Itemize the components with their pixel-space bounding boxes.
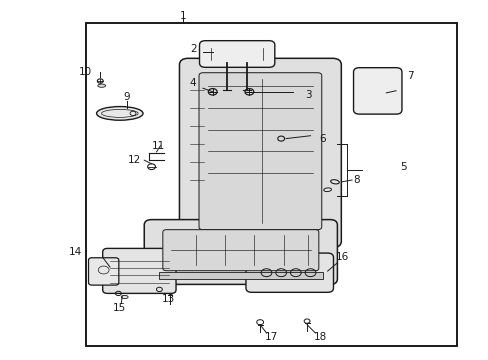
Text: 3: 3 — [304, 90, 311, 100]
FancyBboxPatch shape — [179, 58, 341, 248]
Ellipse shape — [323, 188, 331, 192]
Text: 18: 18 — [313, 332, 326, 342]
Ellipse shape — [330, 180, 339, 184]
FancyBboxPatch shape — [88, 258, 119, 285]
Text: 12: 12 — [127, 155, 141, 165]
FancyBboxPatch shape — [163, 230, 318, 271]
Ellipse shape — [96, 107, 142, 120]
FancyBboxPatch shape — [144, 220, 337, 284]
FancyBboxPatch shape — [245, 253, 333, 292]
Text: 16: 16 — [335, 252, 348, 262]
Text: 7: 7 — [407, 71, 413, 81]
FancyBboxPatch shape — [102, 248, 176, 293]
FancyBboxPatch shape — [199, 73, 321, 230]
Bar — [85, 23, 456, 346]
Text: 15: 15 — [113, 303, 126, 313]
Text: 1: 1 — [180, 11, 186, 21]
FancyBboxPatch shape — [199, 41, 274, 67]
Text: 2: 2 — [189, 44, 196, 54]
Text: 4: 4 — [189, 78, 196, 88]
Text: 17: 17 — [264, 332, 278, 342]
Bar — [159, 272, 322, 279]
Text: 8: 8 — [353, 175, 360, 185]
Text: 14: 14 — [69, 247, 82, 257]
Text: 9: 9 — [123, 92, 130, 102]
Ellipse shape — [98, 84, 105, 87]
FancyBboxPatch shape — [353, 68, 401, 114]
Text: 13: 13 — [162, 294, 175, 304]
Text: 5: 5 — [399, 162, 406, 172]
Ellipse shape — [121, 295, 128, 299]
Text: 11: 11 — [152, 141, 165, 151]
Text: 10: 10 — [79, 67, 92, 77]
Text: 6: 6 — [319, 134, 325, 144]
